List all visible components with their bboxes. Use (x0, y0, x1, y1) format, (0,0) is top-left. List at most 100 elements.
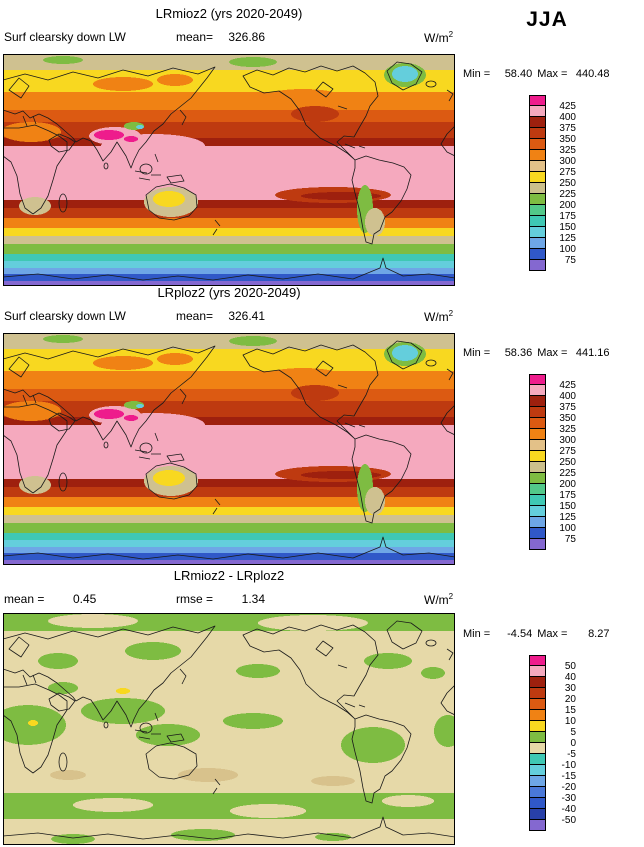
colorbar-segment (529, 429, 546, 440)
panel1-subheader: Surf clearsky down LW mean= 326.86 W/m2 (4, 30, 464, 45)
mean-value: 326.86 (228, 30, 266, 44)
map-difference (3, 613, 455, 845)
colorbar-segment (529, 484, 546, 495)
colorbar-tick-label: 300 (559, 435, 576, 446)
map-lrmioz2 (3, 54, 455, 286)
colorbar-segment (529, 440, 546, 451)
colorbar-segment (529, 172, 546, 183)
colorbar-tick-label: 275 (559, 167, 576, 178)
colorbar-segment (529, 451, 546, 462)
colorbar-segment (529, 688, 546, 699)
colorbar-segment (529, 238, 546, 249)
units-base: W/m (424, 31, 449, 45)
units-base: W/m (424, 310, 449, 324)
min-label: Min = (463, 68, 491, 80)
variable-label: Surf clearsky down LW (4, 309, 126, 323)
max-label: Max = (537, 347, 568, 359)
colorbar-tick-label: 225 (559, 468, 576, 479)
colorbar-segment (529, 809, 546, 820)
colorbar-tick-label: 175 (559, 211, 576, 222)
mean-readout: mean= 326.41 (176, 309, 265, 323)
max-value: 440.48 (575, 68, 610, 80)
colorbar-tick-label: 40 (564, 672, 576, 683)
units-exponent: 2 (448, 309, 454, 318)
colorbar-segment (529, 473, 546, 484)
mean-label: mean= (176, 309, 214, 323)
colorbar-tick-label: 200 (559, 200, 576, 211)
colorbar-tick-label: 350 (559, 134, 576, 145)
rmse-readout: rmse = 1.34 (176, 592, 265, 606)
min-value: 58.40 (504, 68, 533, 80)
colorbar-segment (529, 396, 546, 407)
colorbar-segment (529, 787, 546, 798)
colorbar-tick-label: 300 (559, 156, 576, 167)
colorbar-segment (529, 699, 546, 710)
units-base: W/m (424, 593, 449, 607)
panel3-title: LRmioz2 - LRploz2 (173, 568, 285, 583)
panel2-subheader: Surf clearsky down LW mean= 326.41 W/m2 (4, 309, 464, 324)
colorbar-tick-label: 100 (559, 244, 576, 255)
colorbar-segment (529, 139, 546, 150)
panel-lrploz2: LRploz2 (yrs 2020-2049) Surf clearsky do… (0, 285, 644, 577)
minmax-readout: Min = 58.40 Max = 440.48 (463, 68, 614, 80)
max-value: 441.16 (575, 347, 610, 359)
colorbar-segment (529, 462, 546, 473)
rmse-label: rmse = (176, 592, 214, 606)
max-value: 8.27 (588, 628, 610, 640)
colorbar-tick-label: 125 (559, 233, 576, 244)
mean-readout: mean= 326.86 (176, 30, 265, 44)
map-border (3, 333, 455, 565)
units-exponent: 2 (448, 592, 454, 601)
colorbar-segment (529, 161, 546, 172)
max-label: Max = (537, 68, 568, 80)
map-border (3, 54, 455, 286)
variable-label: Surf clearsky down LW (4, 30, 126, 44)
colorbar-segment (529, 260, 546, 271)
mean-readout: mean = 0.45 (4, 592, 96, 606)
colorbar-segment (529, 776, 546, 787)
map-border (3, 613, 455, 845)
colorbar-panel2: 425 400 375 350 325 300 275 250 225 200 175 150 125 1… (529, 374, 576, 550)
colorbar-segment (529, 517, 546, 528)
colorbar-panel3: 50 40 30 20 15 10 5 0 -5 -10 -15 -20 -30 -40 -50 (529, 655, 576, 831)
colorbar-segment (529, 677, 546, 688)
colorbar-tick-label: 150 (559, 501, 576, 512)
colorbar-segment (529, 374, 546, 385)
panel-difference: LRmioz2 - LRploz2 mean = 0.45 rmse = 1.34 … (0, 568, 644, 847)
colorbar-tick-label: -5 (567, 749, 576, 760)
colorbar-tick-label: 50 (564, 661, 576, 672)
colorbar-tick-label: 275 (559, 446, 576, 457)
colorbar-segment (529, 117, 546, 128)
min-label: Min = (463, 628, 491, 640)
colorbar-segment (529, 150, 546, 161)
colorbar-panel1: 425 400 375 350 325 300 275 250 225 200 175 150 125 1… (529, 95, 576, 271)
colorbar-segment (529, 732, 546, 743)
colorbar-tick-label: 375 (559, 123, 576, 134)
colorbar-segment (529, 106, 546, 117)
colorbar-tick-label: -15 (561, 771, 576, 782)
rmse-value: 1.34 (241, 592, 266, 606)
colorbar-tick-label: 425 (559, 101, 576, 112)
colorbar-segment (529, 765, 546, 776)
colorbar-segment (529, 506, 546, 517)
colorbar-segment (529, 205, 546, 216)
colorbar-tick-label: 30 (564, 683, 576, 694)
colorbar-tick-label: 325 (559, 424, 576, 435)
colorbar-tick-label: 325 (559, 145, 576, 156)
colorbar-segment (529, 128, 546, 139)
colorbar-tick-label: 5 (570, 727, 576, 738)
min-label: Min = (463, 347, 491, 359)
colorbar-segment (529, 418, 546, 429)
colorbar-tick-label: 10 (564, 716, 576, 727)
colorbar-tick-label: 375 (559, 402, 576, 413)
units-label: W/m2 (424, 30, 453, 45)
colorbar-tick-label: 150 (559, 222, 576, 233)
colorbar-segment (529, 721, 546, 732)
colorbar-segment (529, 183, 546, 194)
colorbar-tick-label: 225 (559, 189, 576, 200)
colorbar-tick-label: 200 (559, 479, 576, 490)
colorbar-segment (529, 216, 546, 227)
colorbar-tick-label: -30 (561, 793, 576, 804)
colorbar-tick-label: 350 (559, 413, 576, 424)
